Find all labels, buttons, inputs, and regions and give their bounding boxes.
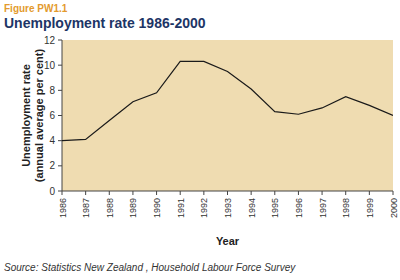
x-tick-label: 1995 [270,198,280,218]
x-tick [62,191,63,195]
x-tick [369,191,370,195]
y-tick-label: 6 [49,110,55,121]
x-tick-label: 1994 [247,198,257,218]
x-tick-label: 1998 [341,198,351,218]
series-group [62,61,393,140]
figure-label: Figure PW1.1 [4,3,68,14]
x-tick [274,191,275,195]
y-tick-label: 12 [44,35,56,46]
x-tick-label: 2000 [389,198,399,218]
x-tick-label: 1997 [318,198,328,218]
x-tick [156,191,157,195]
x-tick [345,191,346,195]
y-tick-label: 0 [49,186,55,197]
x-tick-label: 1992 [199,198,209,218]
y-axis-label: Unemployment rate [20,64,32,167]
source: Source: Statistics New Zealand , Househo… [4,262,296,273]
line [62,61,393,140]
x-tick [203,191,204,195]
x-tick [298,191,299,195]
x-tick-label: 1991 [176,198,186,218]
x-tick [227,191,228,195]
y-tick [58,90,62,91]
x-tick-label: 1999 [365,198,375,218]
y-tick [58,115,62,116]
y-tick-label: 10 [44,60,56,71]
y-tick [58,140,62,141]
y-tick [58,40,62,41]
y-tick-label: 4 [49,135,55,146]
y-tick [58,65,62,66]
y-tick [58,165,62,166]
x-tick [132,191,133,195]
y-tick-label: 8 [49,85,55,96]
x-tick [393,191,394,195]
x-tick [109,191,110,195]
plot-background [62,40,393,191]
x-tick [85,191,86,195]
x-tick-label: 1996 [294,198,304,218]
title: Unemployment rate 1986-2000 [4,15,206,31]
y-tick-label: 2 [49,160,55,171]
x-tick-label: 1993 [223,198,233,218]
x-tick-label: 1986 [58,198,68,218]
x-tick [322,191,323,195]
y-axis-label: (annual average per cent) [33,49,45,183]
x-tick-label: 1990 [152,198,162,218]
x-tick [180,191,181,195]
chart: Figure PW1.1Unemployment rate 1986-2000 0… [0,0,400,280]
x-tick-label: 1989 [128,198,138,218]
y-tick [58,191,62,192]
x-tick-label: 1988 [105,198,115,218]
x-tick-label: 1987 [81,198,91,218]
x-axis-label: Year [216,235,240,247]
x-tick [251,191,252,195]
